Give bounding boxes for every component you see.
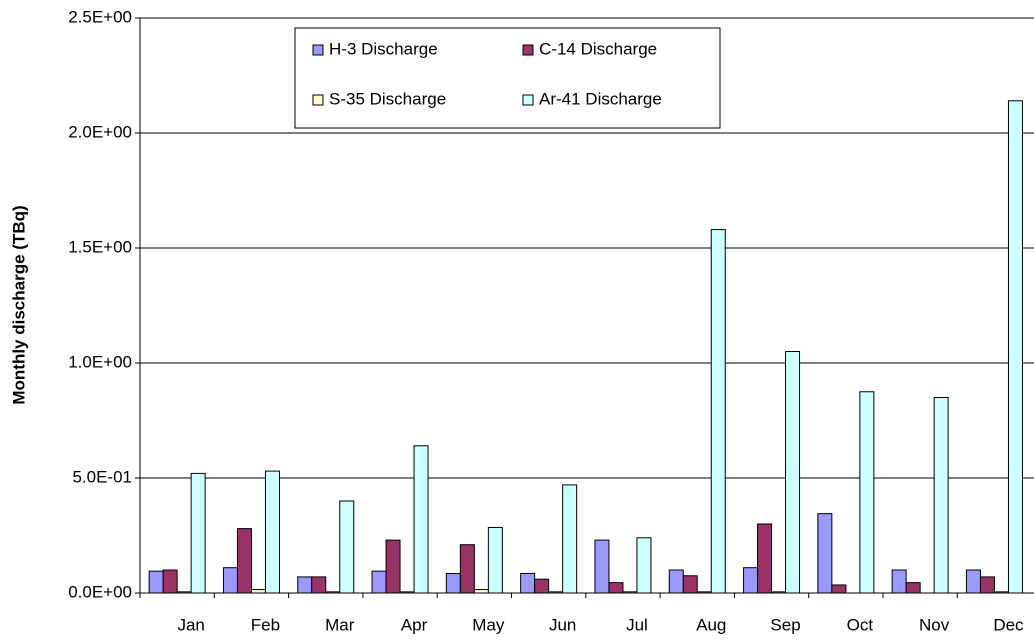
bar: [965, 569, 981, 594]
legend-label: S-35 Discharge: [329, 89, 446, 108]
bar: [891, 569, 907, 594]
bar: [250, 589, 266, 594]
y-axis-label: Monthly discharge (TBq): [9, 205, 28, 404]
legend-swatch: [522, 94, 534, 106]
legend-label: Ar-41 Discharge: [539, 89, 662, 108]
x-tick-label: Mar: [325, 615, 355, 634]
bar: [785, 351, 801, 594]
bar: [487, 526, 503, 594]
bar: [371, 570, 387, 594]
x-tick-label: Jan: [177, 615, 204, 634]
bar: [817, 513, 833, 594]
bar: [190, 472, 206, 594]
bar: [339, 500, 355, 594]
bar: [385, 539, 401, 594]
legend-swatch: [312, 94, 324, 106]
y-tick-label: 1.5E+00: [68, 237, 132, 256]
x-tick-label: Jun: [549, 615, 576, 634]
legend-label: C-14 Discharge: [539, 39, 657, 58]
x-tick-label: Feb: [251, 615, 280, 634]
bar: [743, 567, 759, 594]
y-tick-label: 5.0E-01: [72, 467, 132, 486]
bar: [459, 544, 475, 594]
bar: [413, 445, 429, 594]
bar: [473, 589, 489, 594]
bar: [534, 578, 550, 594]
bar: [148, 570, 164, 594]
x-tick-label: Sep: [770, 615, 800, 634]
bar: [933, 397, 949, 594]
bar: [668, 569, 684, 594]
x-tick-label: Nov: [919, 615, 950, 634]
bar: [710, 229, 726, 594]
x-tick-label: Oct: [847, 615, 874, 634]
bar: [297, 576, 313, 594]
bar: [162, 569, 178, 594]
x-tick-label: Jul: [626, 615, 648, 634]
x-tick-label: Aug: [696, 615, 726, 634]
bar: [222, 567, 238, 594]
bar: [311, 576, 327, 594]
bar: [682, 575, 698, 594]
legend-swatch: [312, 44, 324, 56]
bar: [236, 528, 252, 594]
bar: [979, 576, 995, 594]
y-tick-label: 1.0E+00: [68, 352, 132, 371]
y-tick-label: 0.0E+00: [68, 582, 132, 601]
bar: [905, 582, 921, 594]
x-tick-label: Dec: [993, 615, 1024, 634]
bar: [520, 572, 536, 594]
legend-swatch: [522, 44, 534, 56]
bar: [636, 537, 652, 594]
bar: [1007, 100, 1023, 594]
legend-box: [294, 27, 721, 129]
bar: [859, 391, 875, 594]
bar: [594, 539, 610, 594]
bar: [831, 584, 847, 594]
x-tick-label: May: [472, 615, 505, 634]
bar: [562, 484, 578, 594]
y-tick-label: 2.0E+00: [68, 122, 132, 141]
bar: [445, 572, 461, 594]
x-tick-label: Apr: [401, 615, 428, 634]
legend-label: H-3 Discharge: [329, 39, 438, 58]
bar: [264, 470, 280, 594]
bar: [757, 523, 773, 594]
y-tick-label: 2.5E+00: [68, 7, 132, 26]
bar: [608, 582, 624, 594]
